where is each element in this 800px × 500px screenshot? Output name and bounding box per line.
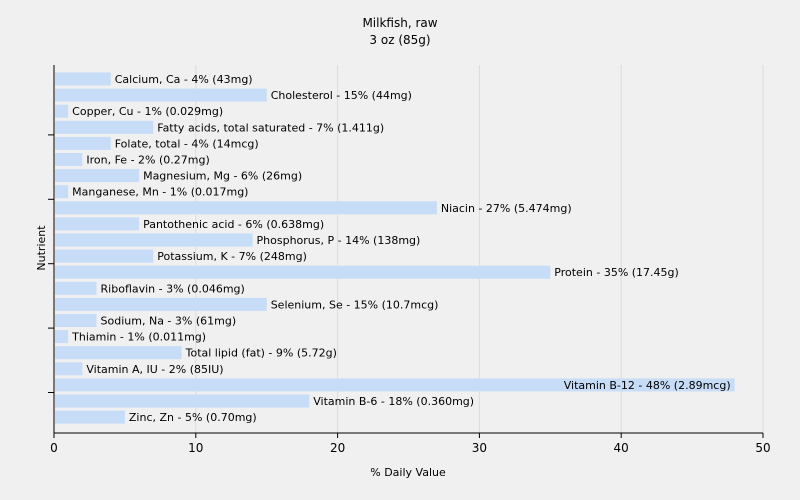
bar-label: Manganese, Mn - 1% (0.017mg) [72, 186, 248, 199]
x-tick-label: 0 [50, 441, 58, 455]
bar-label: Vitamin B-6 - 18% (0.360mg) [313, 395, 474, 408]
x-tick-label: 40 [614, 441, 629, 455]
bar-label: Thiamin - 1% (0.011mg) [71, 331, 206, 344]
bar-label: Sodium, Na - 3% (61mg) [101, 315, 237, 328]
bar [55, 314, 97, 327]
bar-label: Vitamin B-12 - 48% (2.89mcg) [564, 379, 731, 392]
bar-label: Vitamin A, IU - 2% (85IU) [86, 363, 223, 376]
bar [55, 378, 735, 392]
bar-label: Calcium, Ca - 4% (43mg) [115, 73, 253, 86]
bar [55, 249, 154, 263]
chart-title: Milkfish, raw [362, 16, 437, 30]
bar-label: Phosphorus, P - 14% (138mg) [257, 234, 421, 247]
axes: 0 10 20 30 40 50 [48, 65, 771, 455]
bar-label: Cholesterol - 15% (44mg) [271, 89, 412, 102]
bar [55, 362, 83, 376]
x-tick-label: 10 [188, 441, 203, 455]
bar-label: Selenium, Se - 15% (10.7mcg) [271, 298, 439, 311]
bar [55, 72, 111, 86]
x-tick-label: 50 [755, 441, 770, 455]
bar-label: Zinc, Zn - 5% (0.70mg) [129, 411, 257, 424]
y-axis-label: Nutrient [35, 225, 48, 271]
bar [55, 410, 125, 424]
bar [55, 201, 437, 215]
grid-lines [195, 65, 764, 433]
bar [55, 394, 310, 408]
x-tick-label: 20 [330, 441, 345, 455]
bar [55, 185, 69, 199]
bar-label: Fatty acids, total saturated - 7% (1.411… [157, 121, 384, 134]
bars: Calcium, Ca - 4% (43mg) Cholesterol - 15%… [55, 72, 735, 424]
bar-label: Magnesium, Mg - 6% (26mg) [143, 170, 302, 183]
bar [55, 330, 69, 344]
bar [55, 297, 267, 311]
bar-label: Copper, Cu - 1% (0.029mg) [72, 105, 223, 118]
x-axis-label: % Daily Value [370, 466, 446, 479]
bar [55, 136, 111, 150]
bar [55, 88, 267, 102]
bar [55, 153, 83, 166]
bar-label: Pantothenic acid - 6% (0.638mg) [143, 218, 324, 231]
bar [55, 346, 182, 360]
bar-label: Folate, total - 4% (14mcg) [115, 137, 259, 150]
bar [55, 281, 97, 295]
bar [55, 265, 551, 279]
bar-label: Protein - 35% (17.45g) [554, 266, 679, 279]
bar [55, 217, 140, 231]
x-tick-label: 30 [472, 441, 487, 455]
bar [55, 120, 154, 134]
chart-subtitle: 3 oz (85g) [369, 33, 430, 47]
bar [55, 104, 69, 118]
bar-label: Riboflavin - 3% (0.046mg) [101, 282, 245, 295]
bar [55, 169, 140, 183]
bar-label: Potassium, K - 7% (248mg) [157, 250, 307, 263]
bar-label: Niacin - 27% (5.474mg) [441, 202, 572, 215]
bar [55, 233, 253, 247]
bar-label: Iron, Fe - 2% (0.27mg) [86, 154, 209, 167]
bar-label: Total lipid (fat) - 9% (5.72g) [185, 347, 337, 360]
